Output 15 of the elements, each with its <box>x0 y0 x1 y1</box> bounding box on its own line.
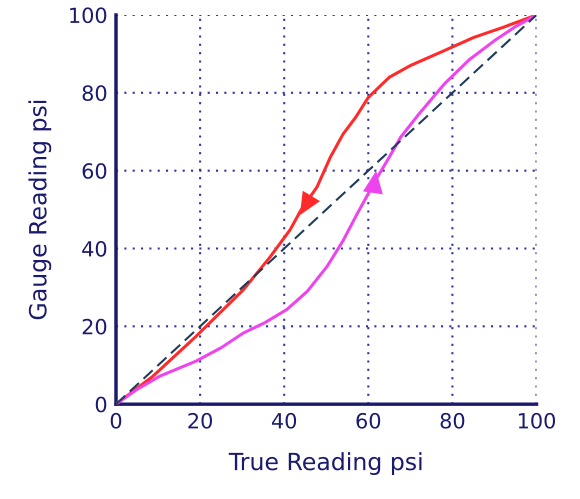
y-tick-label: 0 <box>96 396 106 412</box>
x-axis-title: True Reading psi <box>228 452 422 475</box>
y-tick-label: 20 <box>82 318 106 335</box>
x-tick-label: 20 <box>188 412 212 429</box>
line-series <box>116 14 536 404</box>
y-tick-label: 100 <box>70 7 106 24</box>
y-axis-title: Gauge Reading psi <box>28 100 52 320</box>
x-tick-label: 100 <box>518 412 555 429</box>
y-tick-label: 80 <box>82 85 106 102</box>
y-tick-label: 40 <box>82 240 106 257</box>
y-tick-label: 60 <box>82 163 106 179</box>
x-tick-label: 0 <box>110 412 122 429</box>
x-tick-label: 80 <box>440 412 464 429</box>
x-tick-label: 40 <box>272 412 296 429</box>
x-tick-label: 60 <box>356 412 380 429</box>
